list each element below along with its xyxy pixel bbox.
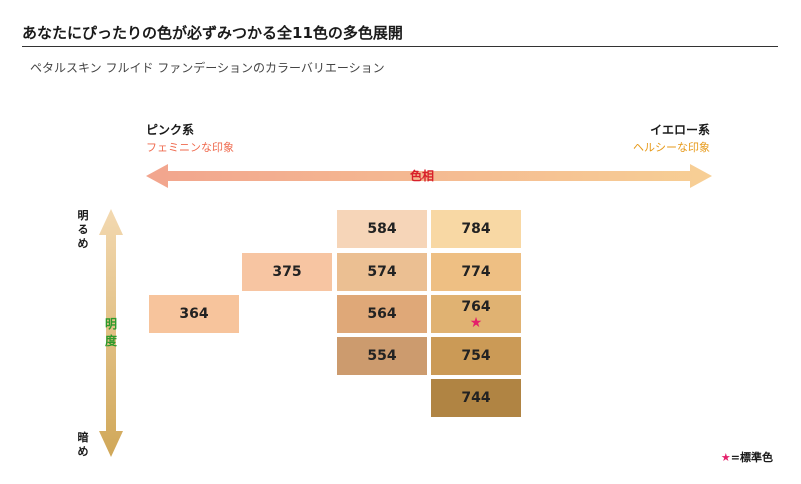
shade-code-label: 364: [179, 306, 209, 322]
pink-axis-subtitle: フェミニンな印象: [146, 141, 234, 154]
shade-code-label: 764: [461, 298, 491, 315]
standard-star-icon: ★: [469, 314, 483, 331]
shade-swatch-584: 584: [337, 210, 427, 248]
legend: ★=標準色: [721, 449, 773, 465]
brightness-axis-label-text: 明度: [104, 317, 117, 348]
shade-code-label: 375: [272, 264, 302, 280]
legend-text: =標準色: [730, 451, 773, 464]
page-subtitle: ペタルスキン フルイド ファンデーションのカラーバリエーション: [30, 61, 385, 75]
shade-code-label: 744: [461, 390, 491, 406]
yellow-axis-title: イエロー系: [650, 123, 710, 137]
shade-code-label: 574: [367, 264, 397, 280]
shade-code-label: 554: [367, 348, 397, 364]
shade-swatch-564: 564: [337, 295, 427, 333]
yellow-axis-subtitle: ヘルシーな印象: [633, 141, 710, 154]
shade-swatch-744: 744: [431, 379, 521, 417]
shade-code-label: 754: [461, 348, 491, 364]
brightness-bottom-label: 暗め: [77, 431, 89, 458]
star-icon: ★: [720, 451, 731, 464]
shade-swatch-574: 574: [337, 253, 427, 291]
shade-swatch-375: 375: [242, 253, 332, 291]
shade-swatch-754: 754: [431, 337, 521, 375]
shade-swatch-364: 364: [149, 295, 239, 333]
shade-code-label: 774: [461, 264, 491, 280]
brightness-axis-arrow: [99, 209, 123, 457]
shade-code-label: 784: [461, 221, 491, 237]
hue-axis-arrow: [146, 164, 712, 188]
page-title: あなたにぴったりの色が必ずみつかる全11色の多色展開: [22, 24, 403, 42]
brightness-top-label: 明るめ: [77, 209, 89, 250]
shade-swatch-784: 784: [431, 210, 521, 248]
shade-swatch-764: 764 ★: [431, 295, 521, 333]
shade-code-label: 564: [367, 306, 397, 322]
title-rule: [22, 46, 778, 47]
hue-axis-label: 色相: [410, 169, 435, 183]
shade-swatch-774: 774: [431, 253, 521, 291]
shade-code-label: 584: [367, 221, 397, 237]
brightness-axis-label: 明度: [103, 316, 119, 350]
pink-axis-title: ピンク系: [146, 123, 195, 137]
shade-swatch-554: 554: [337, 337, 427, 375]
